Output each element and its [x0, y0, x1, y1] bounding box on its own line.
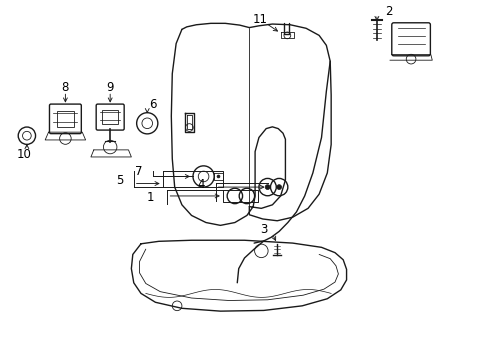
- Bar: [57, 111, 74, 127]
- Text: 9: 9: [106, 81, 114, 94]
- Text: 1: 1: [146, 190, 154, 203]
- Text: 6: 6: [149, 98, 157, 111]
- Text: 10: 10: [17, 148, 31, 161]
- Circle shape: [276, 185, 281, 189]
- Text: 2: 2: [385, 5, 392, 18]
- Text: 8: 8: [61, 81, 69, 94]
- Text: 4: 4: [197, 178, 204, 191]
- Text: 3: 3: [260, 223, 267, 236]
- Circle shape: [264, 185, 269, 189]
- Bar: [102, 110, 118, 124]
- Text: 5: 5: [115, 174, 123, 186]
- Circle shape: [217, 175, 220, 178]
- Text: 7: 7: [135, 165, 142, 177]
- Text: 11: 11: [252, 13, 267, 26]
